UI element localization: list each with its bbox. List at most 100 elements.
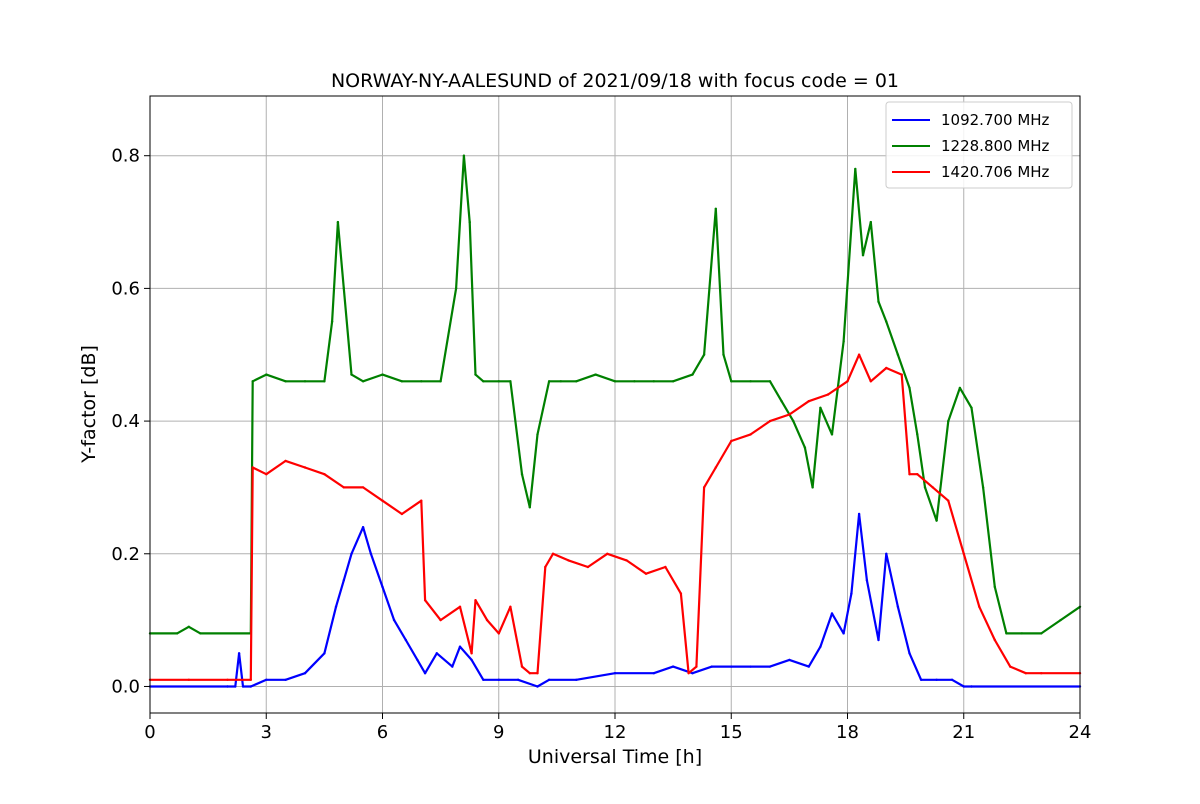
y-tick-label: 0.8 [111, 146, 140, 167]
series-1-point [323, 652, 326, 655]
series-3-point [679, 592, 683, 595]
series-3-point [400, 512, 404, 516]
series-2-point [594, 373, 597, 376]
series-1-point [710, 665, 714, 668]
series-2-point [869, 220, 872, 224]
series-2-point [896, 353, 900, 356]
series-3-point [303, 466, 307, 469]
series-3-point [749, 433, 752, 436]
series-2-point [187, 625, 190, 628]
series-3-point [644, 572, 648, 575]
series-2-point [908, 386, 911, 390]
x-tick-label: 15 [720, 722, 743, 743]
series-1-point [237, 652, 241, 655]
series-2-point [792, 419, 795, 423]
series-3-point [869, 380, 872, 383]
x-tick-label: 12 [604, 722, 627, 743]
series-2-point [462, 154, 466, 157]
series-3-point [284, 459, 287, 463]
series-3-point [702, 486, 706, 489]
series-2-point [916, 433, 919, 436]
series-2-point [400, 380, 404, 383]
series-3-point [1009, 665, 1012, 668]
series-2-point [947, 419, 950, 423]
series-3-point [509, 605, 512, 608]
series-2-point [1005, 632, 1008, 635]
series-3-point [962, 552, 965, 555]
series-3-point [381, 499, 384, 502]
series-2-point [811, 486, 814, 489]
series-3-point [420, 499, 423, 502]
series-3-point [439, 618, 442, 622]
series-2-point [528, 506, 531, 509]
series-3-point [536, 672, 539, 675]
x-axis-label: Universal Time [h] [528, 746, 702, 768]
series-2-point [350, 373, 353, 376]
series-3-point [567, 559, 570, 562]
series-3-point [606, 552, 609, 555]
series-2-point [854, 167, 857, 171]
series-2-point [819, 406, 822, 409]
series-1-point [303, 672, 307, 675]
y-tick-label: 0.6 [111, 278, 140, 299]
series-3-point [908, 473, 911, 476]
series-1-point [730, 665, 733, 668]
series-3-point [470, 652, 473, 655]
series-3-point [885, 366, 888, 370]
series-3-point [1024, 672, 1028, 675]
series-2-point [482, 380, 485, 383]
series-1-point [241, 685, 245, 688]
series-3-point [625, 559, 628, 562]
y-tick-label: 0.0 [111, 676, 140, 697]
legend: 1092.700 MHz 1228.800 MHz 1420.706 MHz [885, 101, 1073, 189]
series-1-point [842, 632, 845, 635]
series-1-point [470, 658, 473, 662]
series-2-point [613, 380, 617, 383]
series-1-point [404, 638, 407, 642]
series-line-3 [150, 353, 1080, 681]
x-tick-label: 24 [1069, 722, 1092, 743]
series-1-point [392, 618, 396, 622]
series-3-point [826, 393, 830, 396]
series-3-point [857, 353, 861, 356]
series-2-point [1020, 632, 1024, 635]
series-1-point [950, 678, 954, 681]
series-1-point [334, 605, 338, 608]
series-2-point [251, 380, 254, 383]
series-2-point [509, 380, 512, 383]
x-tick-label: 6 [377, 722, 388, 743]
series-layer [148, 154, 1082, 688]
series-3-point [226, 678, 229, 681]
series-2-point [702, 353, 706, 356]
series-3-point [687, 672, 690, 675]
series-2-point [342, 287, 345, 290]
series-1-point [908, 652, 911, 655]
series-2-point [454, 287, 458, 290]
series-2-point [877, 300, 880, 303]
series-1-point [342, 579, 345, 582]
series-2-point [830, 433, 834, 436]
series-1-point [234, 685, 237, 688]
series-3-point [730, 439, 733, 443]
series-2-point [935, 519, 938, 522]
series-2-point [803, 446, 807, 449]
series-3-point [474, 599, 477, 602]
series-3-point [1040, 672, 1043, 675]
series-1-point [575, 678, 578, 681]
series-2-point [730, 380, 733, 383]
series-1-point [970, 685, 973, 688]
y-tick-label: 0.4 [111, 411, 140, 432]
series-2-point [842, 340, 845, 343]
series-1-point [788, 658, 791, 662]
series-3-point [458, 605, 462, 608]
series-2-point [885, 320, 888, 323]
series-3-point [265, 473, 268, 476]
series-3-point [993, 638, 996, 642]
series-3-point [497, 632, 500, 635]
series-1-point [497, 678, 500, 681]
series-2-point [749, 380, 752, 383]
series-2-point [536, 433, 539, 436]
series-1-point [877, 638, 880, 642]
series-2-point [439, 380, 442, 383]
series-2-point [691, 373, 694, 376]
